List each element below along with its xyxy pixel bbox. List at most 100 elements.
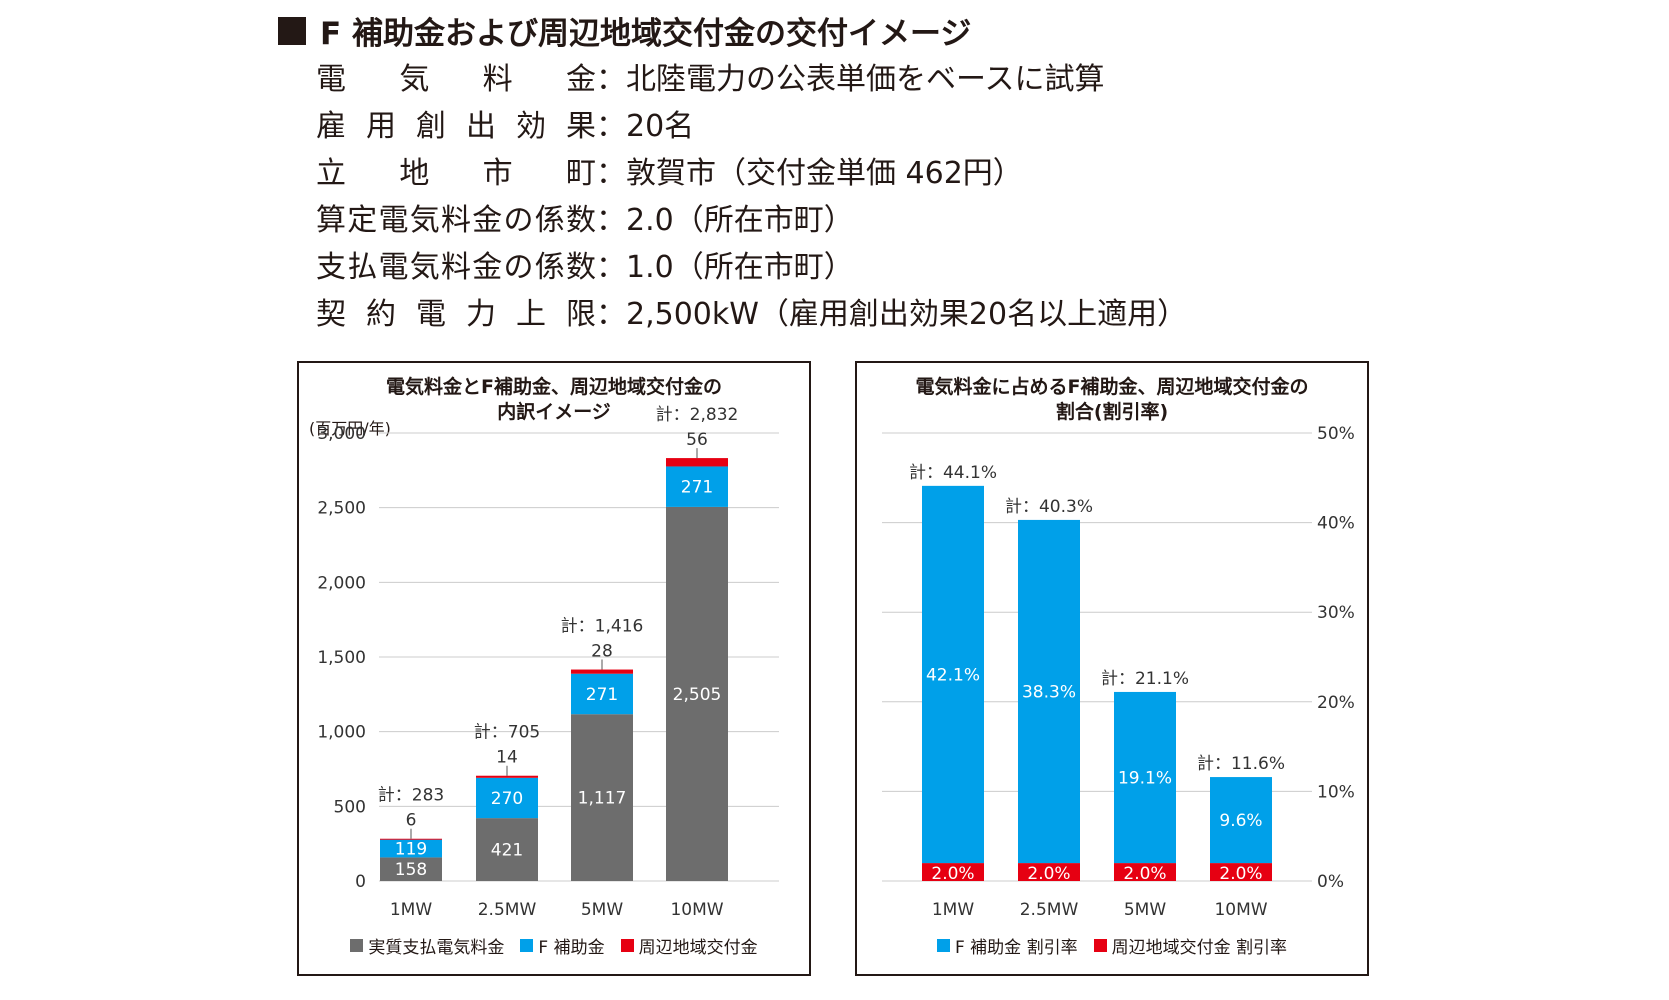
condition-value: 2,500kW（雇用創出効果20名以上適用） bbox=[626, 297, 1188, 332]
x-tick-label: 10MW bbox=[670, 900, 723, 920]
data-label: 2,505 bbox=[673, 685, 722, 705]
bar-segment bbox=[666, 466, 728, 507]
total-label: 計：40.3% bbox=[1005, 497, 1093, 517]
bar-segment bbox=[1210, 777, 1272, 864]
data-label: 2.0% bbox=[931, 864, 974, 884]
x-tick-label: 2.5MW bbox=[1020, 900, 1079, 920]
legend-swatch bbox=[937, 939, 950, 952]
total-label: 計：1,416 bbox=[561, 617, 644, 637]
data-label: 2.0% bbox=[1123, 864, 1166, 884]
total-label: 計：283 bbox=[378, 786, 444, 806]
colon: ： bbox=[596, 62, 626, 97]
legend-swatch bbox=[520, 939, 534, 952]
colon: ： bbox=[596, 109, 626, 144]
y-tick-label: 10% bbox=[1317, 782, 1355, 802]
bar-segment bbox=[476, 777, 538, 819]
bar-segment bbox=[380, 857, 442, 881]
y-tick-label: 500 bbox=[334, 797, 366, 817]
y-tick-label: 30% bbox=[1317, 603, 1355, 623]
bar-segment bbox=[1210, 863, 1272, 881]
condition-label: 電気料金 bbox=[316, 62, 596, 97]
data-label: 119 bbox=[395, 840, 427, 860]
bar-segment bbox=[571, 673, 633, 715]
legend-swatch bbox=[620, 939, 634, 952]
condition-value: 2.0（所在市町） bbox=[626, 203, 854, 238]
legend-swatch bbox=[350, 939, 364, 952]
bar-segment bbox=[922, 863, 984, 881]
data-label: 14 bbox=[496, 748, 518, 768]
bar-segment bbox=[1114, 691, 1176, 864]
data-label: 56 bbox=[686, 430, 708, 450]
bar-segment bbox=[1114, 863, 1176, 881]
bar-segment bbox=[476, 818, 538, 881]
data-label: 158 bbox=[395, 860, 427, 880]
legend-label: 周辺地域交付金 割引率 bbox=[1111, 938, 1287, 958]
y-tick-label: 1,500 bbox=[317, 648, 366, 668]
x-tick-label: 5MW bbox=[581, 900, 623, 920]
total-label: 計：21.1% bbox=[1101, 669, 1189, 689]
condition-row: 契約電力上限： 2,500kW（雇用創出効果20名以上適用） bbox=[316, 291, 1187, 338]
condition-label: 契約電力上限 bbox=[316, 297, 596, 332]
legend-label: 周辺地域交付金 bbox=[638, 938, 758, 958]
legend-label: 実質支払電気料金 bbox=[368, 938, 505, 958]
bar-segment bbox=[1018, 863, 1080, 881]
data-label: 270 bbox=[491, 789, 523, 809]
bar-segment bbox=[1018, 519, 1080, 864]
condition-row: 電気料金：北陸電力の公表単価をベースに試算 bbox=[316, 56, 1187, 103]
y-tick-label: 50% bbox=[1317, 424, 1355, 444]
total-label: 計：44.1% bbox=[909, 463, 997, 483]
y-tick-label: 0 bbox=[355, 872, 366, 892]
condition-label: 雇用創出効果 bbox=[316, 109, 596, 144]
legend-item: 実質支払電気料金 bbox=[350, 933, 504, 958]
condition-row: 雇用創出効果： 20名 bbox=[316, 103, 1187, 150]
data-label: 1,117 bbox=[578, 789, 627, 809]
condition-label: 立地市町 bbox=[316, 156, 596, 191]
colon: ： bbox=[596, 156, 626, 191]
chart-title: 電気料金とF補助金、周辺地域交付金の 内訳イメージ bbox=[386, 376, 722, 423]
condition-row: 立地市町：敦賀市（交付金単価 462円） bbox=[316, 150, 1187, 197]
conditions-list: 電気料金：北陸電力の公表単価をベースに試算雇用創出効果： 20名立地市町：敦賀市（… bbox=[316, 56, 1187, 338]
y-tick-label: 0% bbox=[1317, 872, 1344, 892]
chart-title: 電気料金に占めるF補助金、周辺地域交付金の 割合(割引率) bbox=[915, 376, 1309, 423]
legend-item: F 補助金 割引率 bbox=[937, 933, 1078, 958]
total-label: 計：705 bbox=[474, 723, 540, 743]
legend-label: F 補助金 bbox=[538, 938, 605, 958]
data-label: 38.3% bbox=[1022, 682, 1076, 702]
square-bullet-icon bbox=[278, 16, 306, 45]
condition-row: 支払電気料金の係数： 1.0（所在市町） bbox=[316, 244, 1187, 291]
unit-label: (百万円/年) bbox=[309, 419, 391, 438]
data-label: 9.6% bbox=[1219, 811, 1262, 831]
x-tick-label: 1MW bbox=[390, 900, 432, 920]
heading-text: F 補助金および周辺地域交付金の交付イメージ bbox=[320, 16, 972, 52]
data-label: 421 bbox=[491, 841, 523, 861]
y-tick-label: 3,000 bbox=[317, 424, 366, 444]
bar-segment bbox=[571, 714, 633, 881]
bar-segment bbox=[922, 485, 984, 864]
data-label: 28 bbox=[591, 642, 613, 662]
y-tick-label: 2,000 bbox=[317, 573, 366, 593]
data-label: 19.1% bbox=[1118, 769, 1172, 789]
x-tick-label: 2.5MW bbox=[478, 900, 537, 920]
total-label: 計：2,832 bbox=[656, 405, 739, 425]
x-tick-label: 1MW bbox=[932, 900, 974, 920]
condition-label: 算定電気料金の係数 bbox=[316, 203, 596, 238]
data-label: 2.0% bbox=[1219, 864, 1262, 884]
bar-segment bbox=[380, 838, 442, 840]
chart-legend: F 補助金 割引率 周辺地域交付金 割引率 bbox=[857, 933, 1367, 958]
bar-segment bbox=[666, 506, 728, 881]
bar-segment bbox=[476, 775, 538, 778]
data-label: 6 bbox=[406, 811, 417, 831]
condition-value: 20名 bbox=[626, 109, 695, 144]
section-heading: F 補助金および周辺地域交付金の交付イメージ bbox=[278, 8, 971, 53]
legend-item: 周辺地域交付金 割引率 bbox=[1093, 933, 1287, 958]
y-tick-label: 20% bbox=[1317, 693, 1355, 713]
y-tick-label: 1,000 bbox=[317, 723, 366, 743]
colon: ： bbox=[596, 297, 626, 332]
legend-label: F 補助金 割引率 bbox=[955, 938, 1078, 958]
discount-chart: 0% 10% 20% 30% 40% 50% 2.0% 42.1% 計：44.1% 1MW 2.0%… bbox=[882, 424, 1355, 920]
x-tick-label: 5MW bbox=[1124, 900, 1166, 920]
data-label: 271 bbox=[681, 478, 713, 498]
legend-swatch bbox=[1093, 939, 1107, 952]
data-label: 271 bbox=[586, 685, 618, 705]
